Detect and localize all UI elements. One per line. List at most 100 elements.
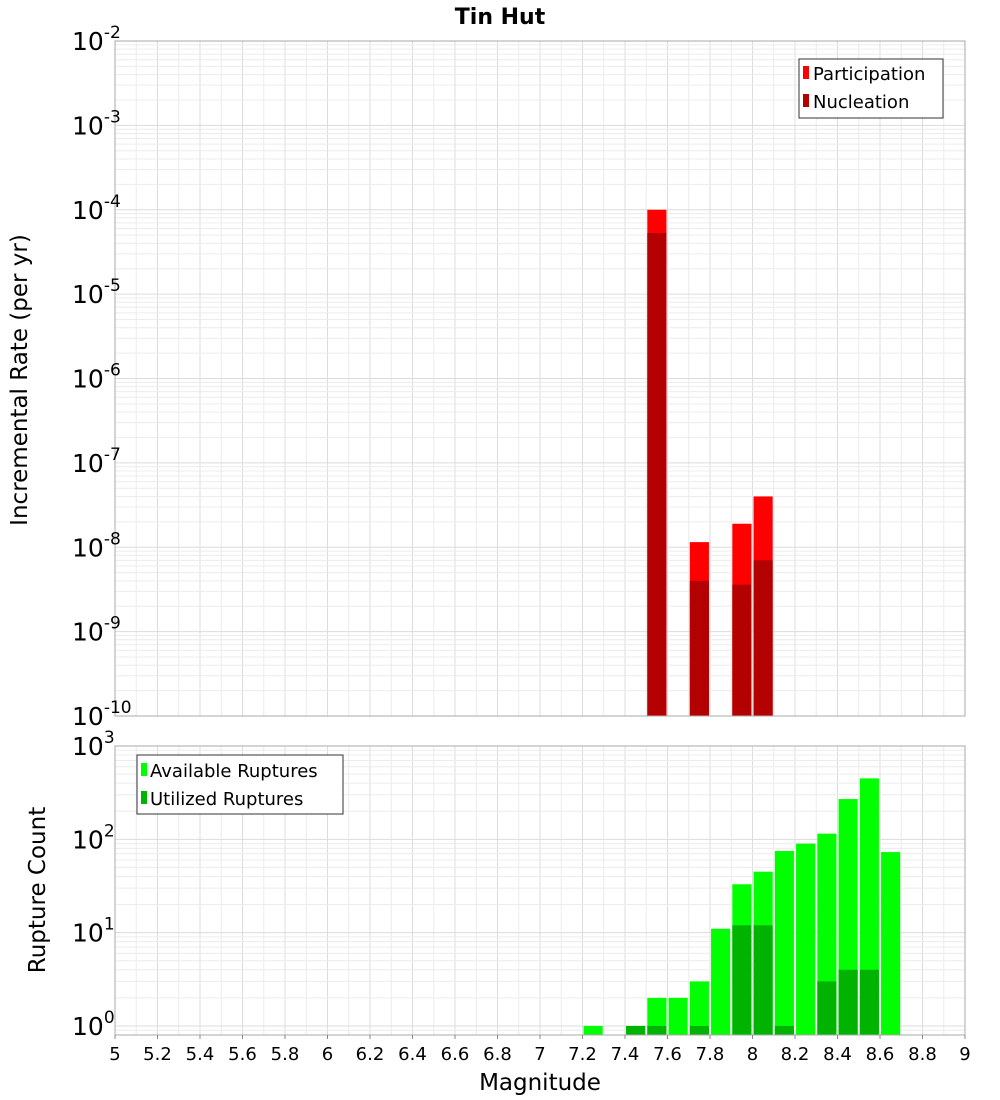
x-tick-label: 6.8 bbox=[483, 1044, 512, 1065]
top-y-tick-exponent: -7 bbox=[104, 445, 121, 465]
bar-nucleation bbox=[647, 233, 667, 716]
top-y-tick-exponent: -3 bbox=[104, 107, 121, 127]
top-y-tick-base: 10 bbox=[72, 365, 104, 394]
top-y-tick-base: 10 bbox=[72, 280, 104, 309]
top-y-tick-base: 10 bbox=[72, 196, 104, 225]
x-tick-label: 7 bbox=[534, 1044, 545, 1065]
x-tick-label: 6 bbox=[322, 1044, 333, 1065]
x-tick-label: 8.8 bbox=[908, 1044, 937, 1065]
top-y-tick-base: 10 bbox=[72, 111, 104, 140]
bar-available-ruptures bbox=[881, 852, 901, 1035]
bar-utilized-ruptures bbox=[753, 925, 773, 1035]
bottom-plot-legend: Available Ruptures Utilized Ruptures bbox=[136, 754, 344, 815]
chart-title: Tin Hut bbox=[455, 5, 546, 30]
legend-swatch-nucleation bbox=[803, 94, 809, 107]
top-plot-legend-box bbox=[798, 58, 944, 119]
bottom-y-tick-exponent: 1 bbox=[104, 915, 115, 935]
bar-nucleation bbox=[689, 580, 709, 716]
x-tick-label: 5 bbox=[109, 1044, 120, 1065]
bottom-y-tick-exponent: 3 bbox=[104, 728, 115, 748]
top-y-tick-exponent: -2 bbox=[104, 23, 121, 43]
legend-swatch-available-ruptures bbox=[141, 763, 147, 776]
bar-available-ruptures bbox=[711, 928, 731, 1035]
top-y-tick-base: 10 bbox=[72, 618, 104, 647]
top-y-tick-exponent: -5 bbox=[104, 276, 121, 296]
bottom-y-tick-exponent: 2 bbox=[104, 821, 115, 841]
x-tick-label: 7.4 bbox=[611, 1044, 640, 1065]
top-y-tick-exponent: -9 bbox=[104, 614, 121, 634]
bottom-y-tick-exponent: 0 bbox=[104, 1008, 115, 1028]
top-y-tick-label: 10-5 bbox=[72, 276, 121, 309]
bar-available-ruptures bbox=[647, 997, 667, 1035]
top-y-tick-label: 10-2 bbox=[72, 23, 121, 56]
x-tick-label: 5.8 bbox=[271, 1044, 300, 1065]
x-tick-label: 6.2 bbox=[356, 1044, 385, 1065]
x-axis-label: Magnitude bbox=[479, 1070, 601, 1096]
x-tick-label: 8 bbox=[747, 1044, 758, 1065]
bar-available-ruptures bbox=[796, 843, 816, 1035]
top-y-tick-exponent: -6 bbox=[104, 361, 121, 381]
bar-utilized-ruptures bbox=[732, 925, 752, 1035]
top-y-tick-base: 10 bbox=[72, 702, 104, 731]
top-y-tick-label: 10-8 bbox=[72, 529, 121, 562]
top-plot-grid bbox=[114, 40, 966, 717]
top-y-tick-label: 10-10 bbox=[72, 698, 132, 731]
bottom-plot-bars bbox=[583, 778, 901, 1035]
x-tick-label: 8.4 bbox=[823, 1044, 852, 1065]
x-tick-label: 8.2 bbox=[781, 1044, 810, 1065]
top-plot-legend: Participation Nucleation bbox=[798, 58, 944, 119]
x-tick-label: 6.4 bbox=[398, 1044, 427, 1065]
x-tick-label: 9 bbox=[959, 1044, 970, 1065]
bar-utilized-ruptures bbox=[859, 969, 879, 1035]
bottom-y-tick-label: 103 bbox=[72, 728, 115, 761]
bar-utilized-ruptures bbox=[647, 1025, 667, 1035]
bar-utilized-ruptures bbox=[626, 1025, 646, 1035]
top-plot-frame bbox=[114, 40, 966, 717]
bottom-y-tick-base: 10 bbox=[72, 919, 104, 948]
x-tick-label: 6.6 bbox=[441, 1044, 470, 1065]
legend-swatch-utilized-ruptures bbox=[141, 791, 147, 804]
x-tick-label: 7.8 bbox=[696, 1044, 725, 1065]
top-y-tick-label: 10-7 bbox=[72, 445, 121, 478]
legend-label-participation: Participation bbox=[813, 64, 925, 85]
x-tick-label: 8.6 bbox=[866, 1044, 895, 1065]
top-y-tick-exponent: -8 bbox=[104, 529, 121, 549]
top-y-tick-label: 10-6 bbox=[72, 361, 121, 394]
bottom-plot-x-ticks: 5 5.2 5.4 5.6 5.8 6 6.2 6.4 6.6 6.8 7 7.2 7.4 7.6 7.8 8… bbox=[109, 1035, 971, 1065]
bottom-y-tick-base: 10 bbox=[72, 732, 104, 761]
legend-label-utilized-ruptures: Utilized Ruptures bbox=[150, 789, 303, 810]
bar-available-ruptures bbox=[668, 997, 688, 1035]
x-tick-label: 5.2 bbox=[143, 1044, 172, 1065]
bottom-plot-y-axis-label: Rupture Count bbox=[25, 807, 51, 973]
top-y-tick-label: 10-3 bbox=[72, 107, 121, 140]
bottom-y-tick-base: 10 bbox=[72, 825, 104, 854]
top-y-tick-exponent: -10 bbox=[104, 698, 132, 718]
x-tick-label: 5.6 bbox=[228, 1044, 257, 1065]
bar-utilized-ruptures bbox=[838, 969, 858, 1035]
bottom-y-tick-label: 102 bbox=[72, 821, 115, 854]
top-y-tick-label: 10-9 bbox=[72, 614, 121, 647]
legend-label-available-ruptures: Available Ruptures bbox=[150, 761, 318, 782]
top-plot-y-axis-label: Incremental Rate (per yr) bbox=[7, 234, 33, 526]
x-tick-label: 7.2 bbox=[568, 1044, 597, 1065]
top-y-tick-label: 10-4 bbox=[72, 192, 121, 225]
top-y-tick-base: 10 bbox=[72, 449, 104, 478]
bar-nucleation bbox=[732, 584, 752, 716]
bar-nucleation bbox=[753, 560, 773, 716]
x-tick-label: 5.4 bbox=[186, 1044, 215, 1065]
legend-swatch-participation bbox=[803, 66, 809, 79]
bar-utilized-ruptures bbox=[817, 981, 837, 1035]
x-tick-label: 7.6 bbox=[653, 1044, 682, 1065]
bar-available-ruptures bbox=[689, 981, 709, 1035]
bottom-y-tick-label: 100 bbox=[72, 1008, 115, 1041]
legend-label-nucleation: Nucleation bbox=[813, 92, 909, 113]
top-y-tick-base: 10 bbox=[72, 27, 104, 56]
top-y-tick-base: 10 bbox=[72, 533, 104, 562]
bar-available-ruptures bbox=[774, 850, 794, 1035]
bar-available-ruptures bbox=[583, 1025, 603, 1035]
top-y-tick-exponent: -4 bbox=[104, 192, 121, 212]
bottom-plot-legend-box bbox=[136, 754, 344, 815]
